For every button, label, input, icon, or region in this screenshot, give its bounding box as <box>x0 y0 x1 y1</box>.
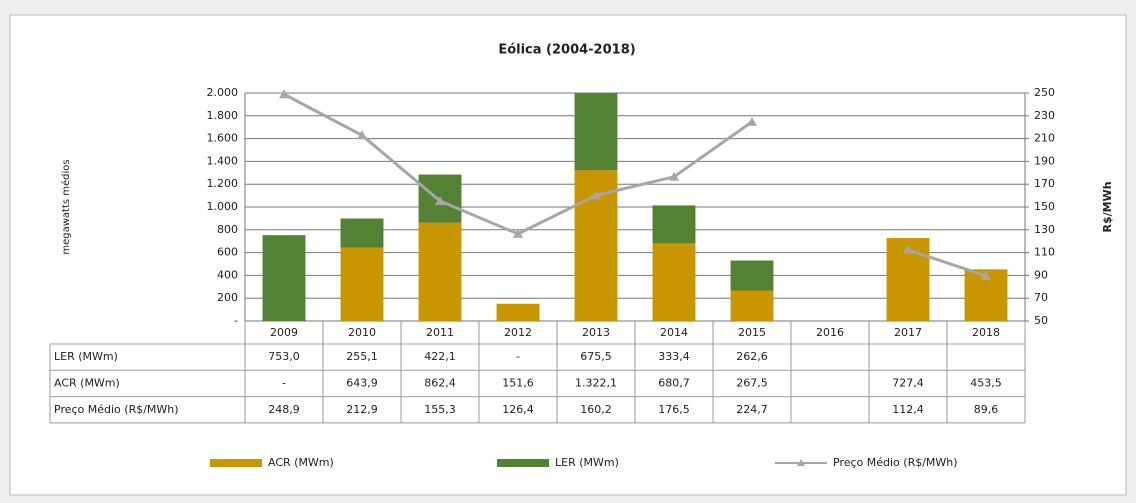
table-cell: 212,9 <box>346 403 378 416</box>
y2-tick-label: 170 <box>1034 177 1055 190</box>
table-cell: 643,9 <box>346 376 378 389</box>
table-cell: 176,5 <box>658 403 690 416</box>
bar <box>418 222 462 321</box>
bar <box>574 93 618 171</box>
x-tick-label: 2015 <box>738 326 766 339</box>
table-cell: 224,7 <box>736 403 768 416</box>
bar <box>730 290 774 321</box>
legend-swatch <box>210 459 262 467</box>
y2-tick-label: 110 <box>1034 246 1055 259</box>
y-tick-label: 1.600 <box>207 132 239 145</box>
table-cell: 675,5 <box>580 350 612 363</box>
table-cell: 262,6 <box>736 350 768 363</box>
table-cell: 155,3 <box>424 403 456 416</box>
table-cell: - <box>516 350 520 363</box>
x-tick-label: 2017 <box>894 326 922 339</box>
bar <box>496 303 540 321</box>
y2-tick-label: 210 <box>1034 132 1055 145</box>
y2-axis-label: R$/MWh <box>1101 181 1114 232</box>
table-cell: 151,6 <box>502 376 534 389</box>
marker <box>279 89 289 99</box>
table-cell: 333,4 <box>658 350 690 363</box>
marker <box>513 228 523 238</box>
bar <box>730 260 774 291</box>
table-cell: 422,1 <box>424 350 456 363</box>
marker <box>981 270 991 280</box>
y-tick-label: 200 <box>217 291 238 304</box>
table-cell: 267,5 <box>736 376 768 389</box>
legend-swatch <box>497 459 549 467</box>
y-tick-label: 800 <box>217 223 238 236</box>
x-tick-label: 2011 <box>426 326 454 339</box>
y2-tick-label: 70 <box>1034 291 1048 304</box>
bar <box>340 218 384 248</box>
x-tick-label: 2014 <box>660 326 688 339</box>
x-tick-label: 2009 <box>270 326 298 339</box>
y-tick-label: 400 <box>217 268 238 281</box>
y2-tick-label: 250 <box>1034 86 1055 99</box>
y-tick-label: 1.800 <box>207 109 239 122</box>
y-tick-label: 2.000 <box>207 86 239 99</box>
chart-title: Eólica (2004-2018) <box>498 43 635 58</box>
x-tick-label: 2010 <box>348 326 376 339</box>
marker <box>669 171 679 181</box>
x-tick-label: 2013 <box>582 326 610 339</box>
y2-tick-label: 230 <box>1034 109 1055 122</box>
y2-tick-label: 130 <box>1034 223 1055 236</box>
marker <box>357 130 367 140</box>
table-cell: 680,7 <box>658 376 690 389</box>
legend-label: ACR (MWm) <box>268 456 334 469</box>
table-cell: - <box>282 376 286 389</box>
legend-label: LER (MWm) <box>555 456 619 469</box>
table-row-label: LER (MWm) <box>54 350 118 363</box>
table-row-label: ACR (MWm) <box>54 376 120 389</box>
bar <box>340 247 384 321</box>
table-cell: 112,4 <box>892 403 924 416</box>
y-tick-label: 1.400 <box>207 154 239 167</box>
price-line <box>907 248 987 278</box>
x-tick-label: 2012 <box>504 326 532 339</box>
marker <box>747 116 757 126</box>
bar <box>652 243 696 321</box>
chart-frame <box>9 14 1127 496</box>
table-cell: 126,4 <box>502 403 534 416</box>
legend-label: Preço Médio (R$/MWh) <box>833 456 958 469</box>
x-tick-label: 2016 <box>816 326 844 339</box>
table-cell: 453,5 <box>970 376 1002 389</box>
legend-marker <box>797 459 805 466</box>
y2-tick-label: 150 <box>1034 200 1055 213</box>
table-cell: 160,2 <box>580 403 612 416</box>
y2-tick-label: 50 <box>1034 314 1048 327</box>
marker <box>903 244 913 254</box>
table-cell: 1.322,1 <box>575 376 617 389</box>
table-cell: 727,4 <box>892 376 924 389</box>
bar <box>262 235 306 321</box>
y-tick-label: - <box>234 314 238 327</box>
table-cell: 753,0 <box>268 350 300 363</box>
x-tick-label: 2018 <box>972 326 1000 339</box>
table-cell: 862,4 <box>424 376 456 389</box>
y-tick-label: 600 <box>217 246 238 259</box>
table-row-label: Preço Médio (R$/MWh) <box>54 403 179 416</box>
marker <box>435 195 445 205</box>
y2-tick-label: 90 <box>1034 268 1048 281</box>
y2-tick-label: 190 <box>1034 154 1055 167</box>
y-tick-label: 1.200 <box>207 177 239 190</box>
table-cell: 255,1 <box>346 350 378 363</box>
bar <box>652 205 696 244</box>
y-axis-label: megawatts médios <box>60 159 72 254</box>
table-cell: 248,9 <box>268 403 300 416</box>
marker <box>591 190 601 200</box>
y-tick-label: 1.000 <box>207 200 239 213</box>
table-cell: 89,6 <box>974 403 999 416</box>
